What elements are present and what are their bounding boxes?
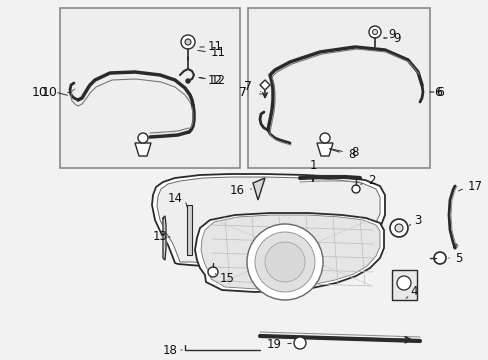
Bar: [247, 8, 429, 168]
Circle shape: [351, 185, 359, 193]
Bar: [60, 8, 240, 168]
Polygon shape: [186, 205, 192, 255]
Circle shape: [246, 224, 323, 300]
Text: 11: 11: [210, 45, 225, 58]
Text: 17: 17: [467, 180, 482, 193]
Text: 11: 11: [207, 40, 223, 54]
Text: 3: 3: [413, 213, 421, 226]
Polygon shape: [260, 80, 269, 90]
Circle shape: [254, 232, 314, 292]
Text: 7: 7: [239, 85, 246, 99]
Text: 8: 8: [347, 148, 355, 162]
Text: 10: 10: [42, 85, 58, 99]
Text: 13: 13: [153, 230, 168, 243]
Circle shape: [372, 30, 377, 35]
Text: 5: 5: [454, 252, 462, 265]
Bar: [391, 270, 416, 300]
Circle shape: [396, 276, 410, 290]
Circle shape: [207, 267, 218, 277]
Text: 1: 1: [308, 159, 316, 172]
Circle shape: [368, 26, 380, 38]
Circle shape: [181, 35, 195, 49]
Text: 15: 15: [220, 271, 234, 284]
Text: 10: 10: [32, 85, 48, 99]
Text: 19: 19: [266, 338, 282, 351]
Text: 8: 8: [350, 147, 358, 159]
Polygon shape: [135, 143, 151, 156]
Circle shape: [389, 219, 407, 237]
Polygon shape: [157, 177, 379, 265]
Text: 9: 9: [387, 28, 395, 41]
Polygon shape: [201, 215, 379, 289]
Text: 14: 14: [168, 192, 183, 204]
Circle shape: [394, 224, 402, 232]
Text: 18: 18: [163, 343, 178, 356]
Text: 2: 2: [367, 175, 375, 188]
Text: 6: 6: [433, 85, 441, 99]
Circle shape: [319, 133, 329, 143]
Polygon shape: [195, 213, 383, 292]
Text: 9: 9: [392, 31, 400, 45]
Polygon shape: [316, 143, 332, 156]
Circle shape: [293, 337, 305, 349]
Circle shape: [433, 252, 445, 264]
Polygon shape: [252, 178, 264, 200]
Circle shape: [264, 242, 305, 282]
Text: 12: 12: [210, 73, 225, 86]
Circle shape: [138, 133, 148, 143]
Polygon shape: [152, 174, 384, 268]
Circle shape: [184, 39, 191, 45]
Text: 16: 16: [229, 184, 244, 197]
Text: 12: 12: [207, 73, 223, 86]
Text: 7: 7: [244, 81, 251, 94]
Text: 6: 6: [435, 85, 443, 99]
Text: 4: 4: [409, 285, 417, 298]
Polygon shape: [163, 216, 165, 260]
Circle shape: [185, 79, 190, 83]
